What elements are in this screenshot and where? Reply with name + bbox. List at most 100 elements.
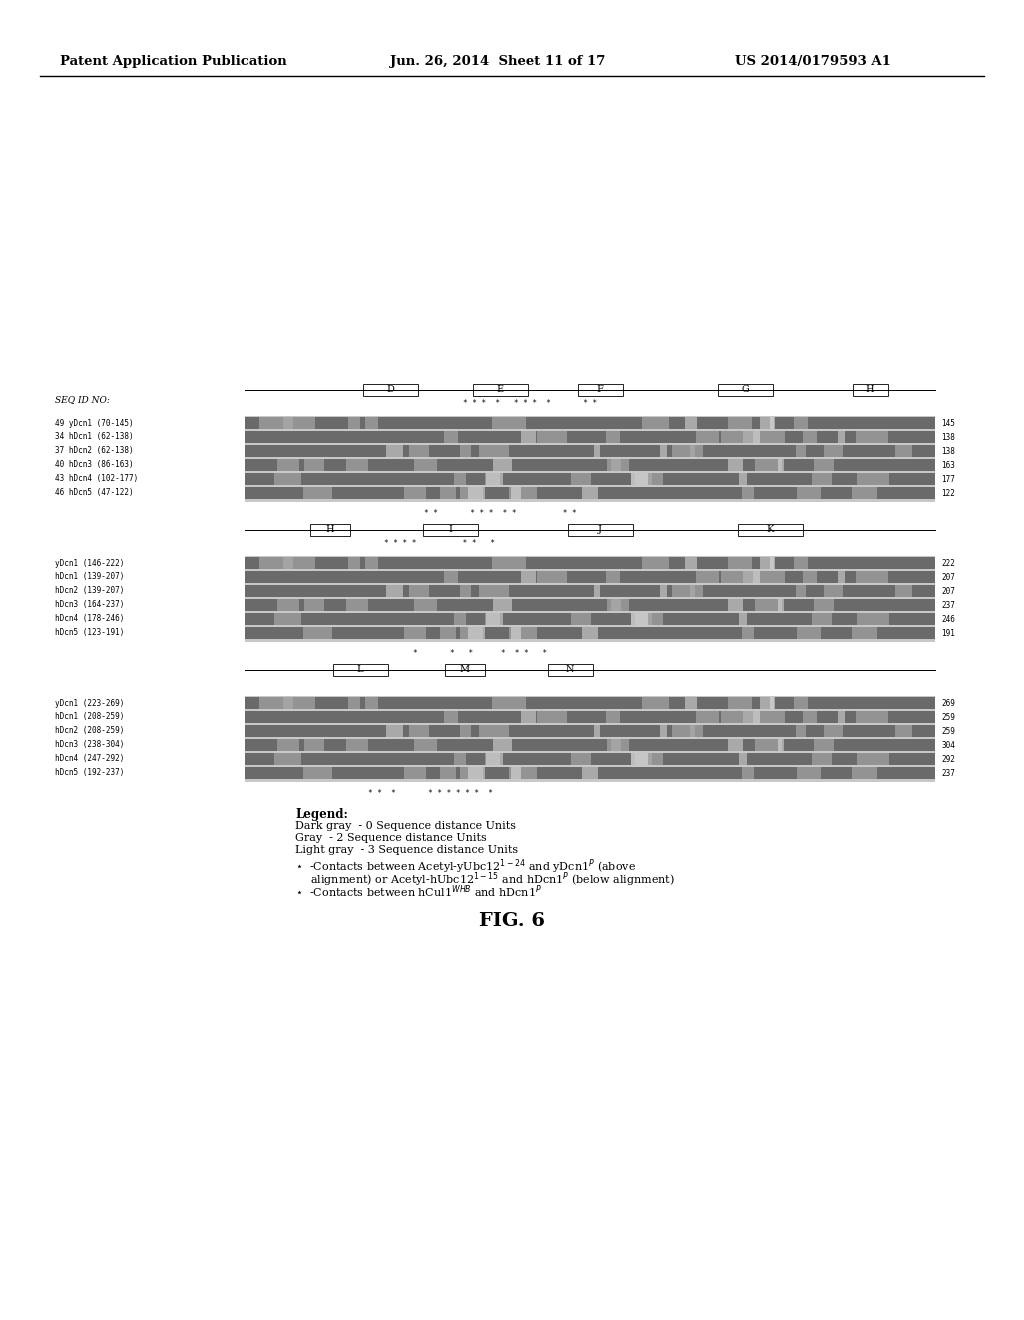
Text: hDcn2 (208-259): hDcn2 (208-259) bbox=[55, 726, 124, 735]
Text: 259: 259 bbox=[941, 713, 954, 722]
FancyBboxPatch shape bbox=[423, 524, 477, 536]
FancyBboxPatch shape bbox=[276, 459, 299, 471]
FancyBboxPatch shape bbox=[728, 557, 753, 569]
Text: Light gray  - 3 Sequence distance Units: Light gray - 3 Sequence distance Units bbox=[295, 845, 518, 855]
FancyBboxPatch shape bbox=[409, 585, 429, 597]
FancyBboxPatch shape bbox=[365, 697, 378, 709]
FancyBboxPatch shape bbox=[259, 417, 293, 429]
FancyBboxPatch shape bbox=[362, 384, 418, 396]
FancyBboxPatch shape bbox=[479, 585, 509, 597]
FancyBboxPatch shape bbox=[685, 697, 697, 709]
FancyBboxPatch shape bbox=[839, 432, 845, 444]
FancyBboxPatch shape bbox=[570, 752, 591, 766]
FancyBboxPatch shape bbox=[548, 664, 593, 676]
FancyBboxPatch shape bbox=[472, 384, 527, 396]
FancyBboxPatch shape bbox=[511, 487, 520, 499]
FancyBboxPatch shape bbox=[468, 767, 485, 779]
Text: * *  *       * * * * * *  *: * * * * * * * * * * bbox=[368, 789, 493, 799]
FancyBboxPatch shape bbox=[824, 585, 843, 597]
Text: * * * *          * *   *: * * * * * * * bbox=[384, 540, 496, 549]
FancyBboxPatch shape bbox=[570, 612, 591, 624]
FancyBboxPatch shape bbox=[728, 417, 753, 429]
FancyBboxPatch shape bbox=[493, 459, 512, 471]
FancyBboxPatch shape bbox=[578, 384, 623, 396]
Text: D: D bbox=[386, 385, 394, 395]
Text: 237: 237 bbox=[941, 768, 954, 777]
Text: E: E bbox=[497, 385, 504, 395]
FancyBboxPatch shape bbox=[824, 725, 843, 737]
Text: K: K bbox=[766, 525, 774, 535]
Text: *       *   *      *  * *   *: * * * * * * * bbox=[413, 649, 547, 659]
FancyBboxPatch shape bbox=[485, 473, 503, 484]
FancyBboxPatch shape bbox=[386, 585, 403, 597]
FancyBboxPatch shape bbox=[824, 445, 843, 457]
FancyBboxPatch shape bbox=[606, 711, 620, 723]
FancyBboxPatch shape bbox=[742, 767, 755, 779]
FancyBboxPatch shape bbox=[660, 725, 668, 737]
FancyBboxPatch shape bbox=[728, 697, 753, 709]
FancyBboxPatch shape bbox=[803, 572, 817, 583]
FancyBboxPatch shape bbox=[245, 725, 935, 737]
Text: F: F bbox=[597, 385, 603, 395]
FancyBboxPatch shape bbox=[742, 711, 761, 723]
FancyBboxPatch shape bbox=[245, 459, 935, 471]
Text: I: I bbox=[449, 525, 452, 535]
FancyBboxPatch shape bbox=[303, 627, 332, 639]
FancyBboxPatch shape bbox=[245, 612, 935, 624]
Text: alignment) or Acetyl-hUbc12$^{1-15}$ and hDcn1$^P$ (below alignment): alignment) or Acetyl-hUbc12$^{1-15}$ and… bbox=[310, 870, 675, 888]
FancyBboxPatch shape bbox=[594, 585, 600, 597]
FancyBboxPatch shape bbox=[460, 725, 471, 737]
FancyBboxPatch shape bbox=[583, 627, 598, 639]
FancyBboxPatch shape bbox=[245, 557, 935, 569]
FancyBboxPatch shape bbox=[798, 767, 821, 779]
FancyBboxPatch shape bbox=[814, 739, 835, 751]
FancyBboxPatch shape bbox=[245, 416, 935, 502]
FancyBboxPatch shape bbox=[606, 432, 620, 444]
FancyBboxPatch shape bbox=[742, 627, 755, 639]
FancyBboxPatch shape bbox=[852, 767, 877, 779]
FancyBboxPatch shape bbox=[414, 739, 436, 751]
FancyBboxPatch shape bbox=[660, 585, 668, 597]
FancyBboxPatch shape bbox=[245, 417, 935, 429]
FancyBboxPatch shape bbox=[610, 739, 630, 751]
FancyBboxPatch shape bbox=[310, 524, 350, 536]
FancyBboxPatch shape bbox=[642, 697, 669, 709]
FancyBboxPatch shape bbox=[454, 612, 466, 624]
Text: 246: 246 bbox=[941, 615, 954, 623]
FancyBboxPatch shape bbox=[753, 432, 785, 444]
FancyBboxPatch shape bbox=[721, 432, 742, 444]
FancyBboxPatch shape bbox=[259, 697, 293, 709]
Text: 145: 145 bbox=[941, 418, 954, 428]
Text: 138: 138 bbox=[941, 446, 954, 455]
FancyBboxPatch shape bbox=[594, 445, 600, 457]
FancyBboxPatch shape bbox=[770, 697, 775, 709]
FancyBboxPatch shape bbox=[454, 752, 466, 766]
FancyBboxPatch shape bbox=[895, 585, 911, 597]
FancyBboxPatch shape bbox=[795, 697, 808, 709]
Text: hDcn5 (192-237): hDcn5 (192-237) bbox=[55, 768, 124, 777]
FancyBboxPatch shape bbox=[303, 767, 332, 779]
FancyBboxPatch shape bbox=[468, 487, 485, 499]
FancyBboxPatch shape bbox=[245, 627, 935, 639]
FancyBboxPatch shape bbox=[484, 752, 500, 766]
Text: Jun. 26, 2014  Sheet 11 of 17: Jun. 26, 2014 Sheet 11 of 17 bbox=[390, 55, 605, 69]
FancyBboxPatch shape bbox=[485, 612, 503, 624]
FancyBboxPatch shape bbox=[607, 739, 621, 751]
FancyBboxPatch shape bbox=[756, 459, 782, 471]
FancyBboxPatch shape bbox=[856, 572, 889, 583]
FancyBboxPatch shape bbox=[403, 627, 426, 639]
FancyBboxPatch shape bbox=[796, 725, 806, 737]
FancyBboxPatch shape bbox=[348, 697, 360, 709]
FancyBboxPatch shape bbox=[493, 599, 512, 611]
Text: 43 hDcn4 (102-177): 43 hDcn4 (102-177) bbox=[55, 474, 138, 483]
Text: hDcn2 (139-207): hDcn2 (139-207) bbox=[55, 586, 124, 595]
FancyBboxPatch shape bbox=[796, 445, 806, 457]
Text: 138: 138 bbox=[941, 433, 954, 441]
FancyBboxPatch shape bbox=[245, 572, 935, 583]
Text: M: M bbox=[460, 665, 470, 675]
FancyBboxPatch shape bbox=[245, 599, 935, 611]
FancyBboxPatch shape bbox=[537, 432, 566, 444]
FancyBboxPatch shape bbox=[245, 696, 935, 781]
Text: $\star$  -Contacts between Acetyl-yUbc12$^{1-24}$ and yDcn1$^P$ (above: $\star$ -Contacts between Acetyl-yUbc12$… bbox=[295, 857, 636, 875]
FancyBboxPatch shape bbox=[245, 697, 935, 709]
